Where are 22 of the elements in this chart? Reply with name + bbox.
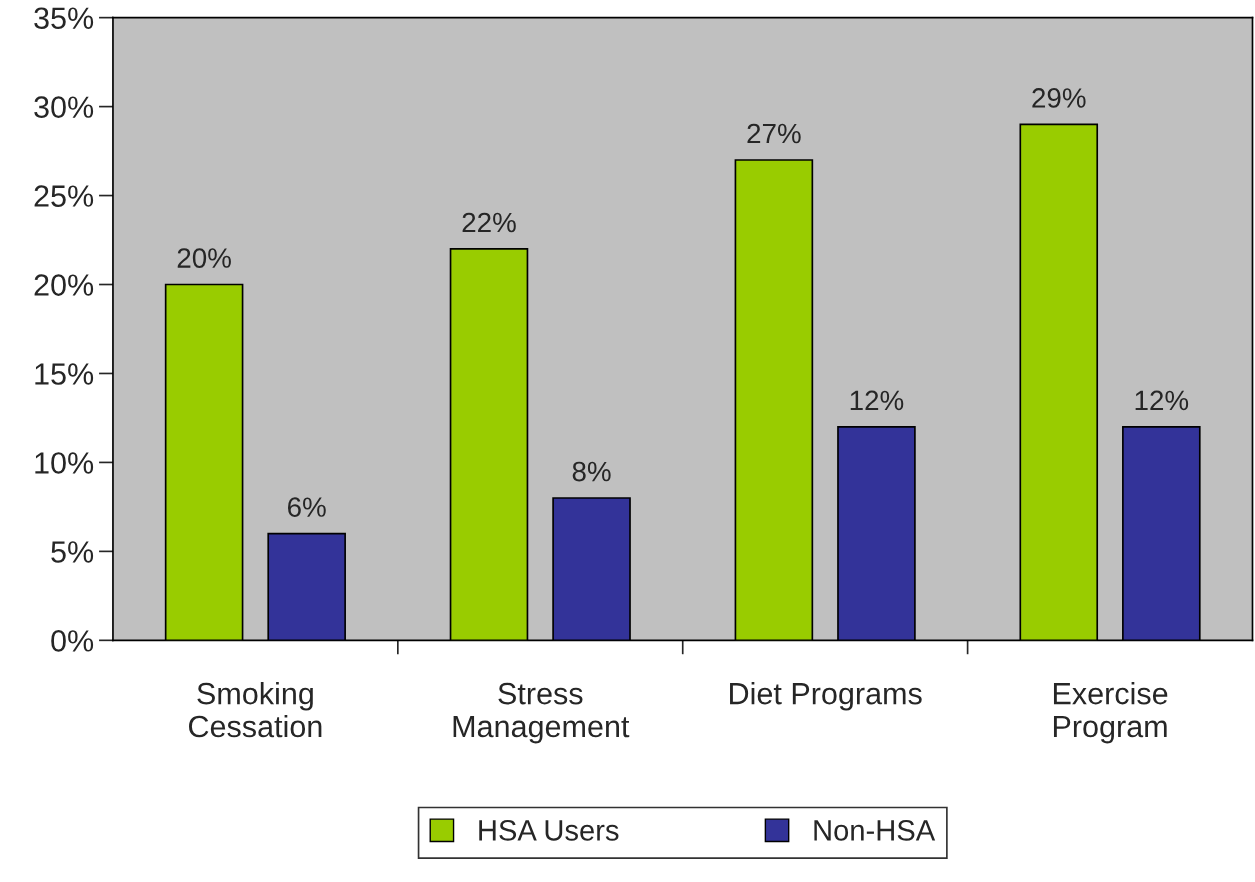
data-label: 12% — [1135, 390, 1189, 411]
x-tick-label: Diet Programs — [730, 682, 922, 711]
y-tick-label: 0% — [51, 630, 94, 652]
y-tick-label: 25% — [34, 185, 94, 207]
data-label: 20% — [177, 248, 231, 268]
y-tick-label: 20% — [34, 274, 94, 296]
data-label: 29% — [1032, 88, 1086, 108]
x-tick-label: Exercise Program — [1053, 682, 1168, 744]
y-tick-label: 15% — [35, 363, 94, 385]
legend-label: HSA Users — [479, 820, 619, 841]
legend-label: Non-HSA — [814, 820, 936, 841]
x-tick-label: Stress Management — [453, 682, 630, 744]
y-tick-label: 35% — [34, 7, 94, 30]
y-tick-label: 5% — [51, 541, 94, 563]
y-tick-label: 10% — [35, 452, 94, 474]
data-label: 8% — [572, 461, 611, 482]
data-label: 6% — [288, 497, 326, 517]
data-label: 12% — [850, 390, 904, 411]
data-label: 22% — [462, 212, 516, 233]
data-label: 27% — [747, 123, 801, 144]
x-tick-label: Smoking Cessation — [189, 682, 322, 738]
y-tick-label: 30% — [34, 96, 94, 118]
